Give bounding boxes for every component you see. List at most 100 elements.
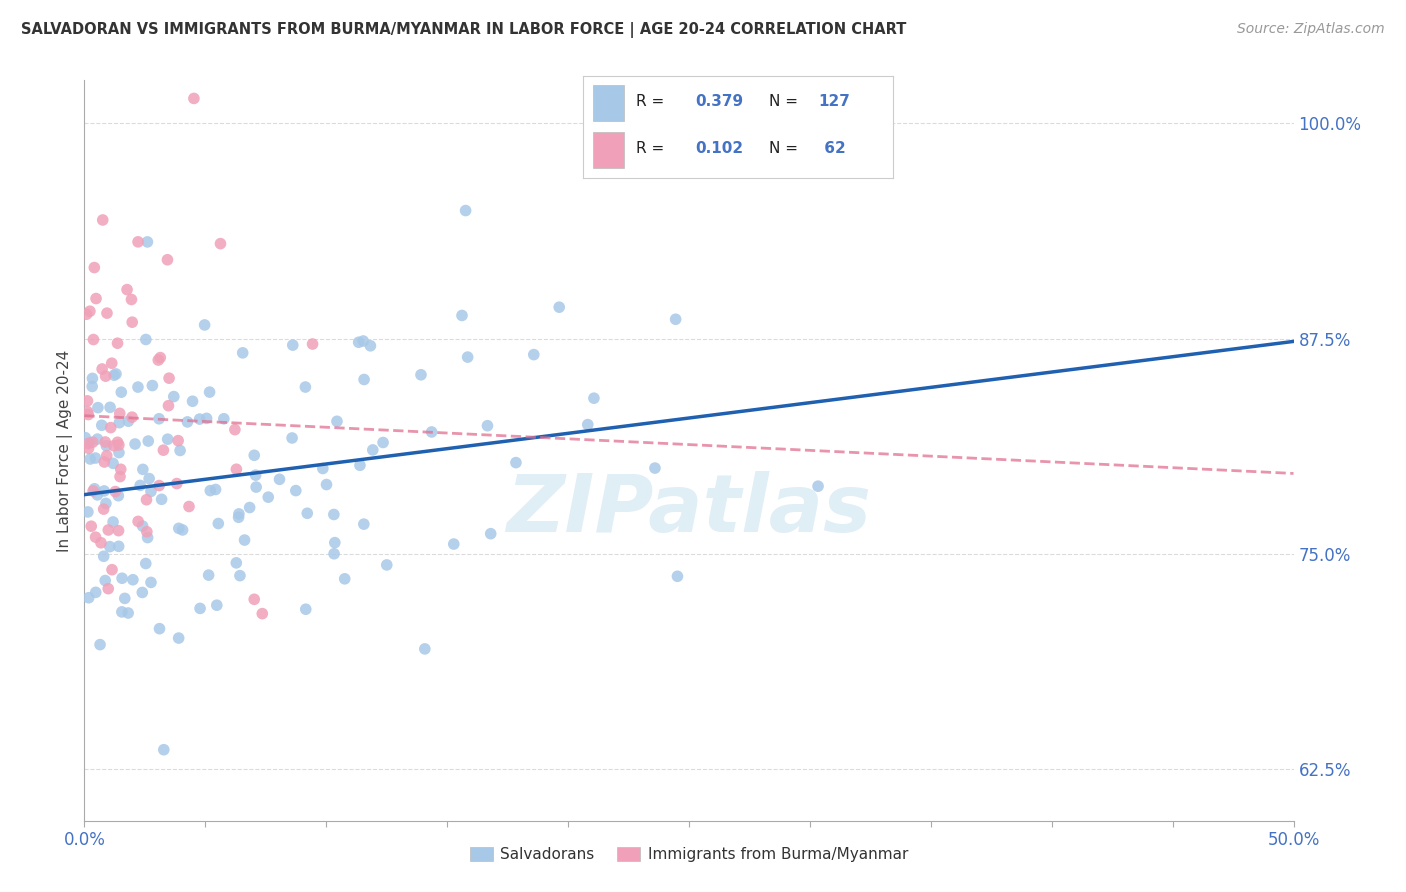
Point [243, 448, 266, 462]
Point [103, 368, 125, 383]
Point [141, 378, 163, 392]
Point [120, 293, 142, 307]
Point [121, 410, 143, 425]
Point [108, 445, 131, 459]
Point [167, 631, 190, 645]
Point [353, 372, 375, 386]
Point [84, 292, 107, 306]
Point [135, 492, 157, 507]
Point [135, 524, 157, 539]
Point [75, 431, 97, 445]
Point [166, 476, 188, 491]
Text: 0.102: 0.102 [695, 141, 742, 155]
Point [326, 414, 349, 428]
Point [76, 404, 98, 418]
Point [127, 380, 149, 394]
Point [169, 443, 191, 458]
Point [195, 411, 218, 425]
Point [131, 585, 153, 599]
Point [87, 401, 110, 415]
Point [204, 483, 226, 497]
Point [107, 489, 129, 503]
Point [91, 362, 114, 376]
Point [212, 411, 235, 425]
Text: Source: ZipAtlas.com: Source: ZipAtlas.com [1237, 22, 1385, 37]
Point [582, 391, 605, 405]
Point [352, 334, 374, 348]
Point [83, 482, 105, 496]
Point [77, 591, 100, 605]
Point [152, 443, 174, 458]
Point [94, 496, 117, 510]
Point [77, 505, 100, 519]
Point [115, 283, 138, 297]
Point [375, 558, 398, 572]
Y-axis label: In Labor Force | Age 20-24: In Labor Force | Age 20-24 [58, 350, 73, 551]
Point [188, 412, 211, 426]
Point [148, 622, 170, 636]
Point [149, 351, 172, 365]
Point [105, 367, 128, 381]
Point [207, 516, 229, 531]
Point [315, 477, 337, 491]
Point [136, 531, 159, 545]
Point [101, 456, 124, 470]
Point [323, 535, 346, 549]
Point [209, 236, 232, 251]
Point [139, 575, 162, 590]
Point [108, 438, 131, 452]
Point [205, 598, 228, 612]
Point [409, 368, 432, 382]
Point [121, 315, 143, 329]
Point [104, 484, 127, 499]
Point [229, 568, 252, 582]
Point [108, 406, 131, 420]
Point [443, 537, 465, 551]
Point [82, 379, 104, 393]
Point [84, 450, 107, 465]
Point [148, 411, 170, 425]
Point [451, 309, 474, 323]
Point [139, 484, 162, 499]
Text: 0.379: 0.379 [695, 95, 742, 110]
Point [281, 338, 304, 352]
Point [644, 461, 666, 475]
Point [90, 418, 112, 433]
Point [347, 335, 370, 350]
Point [96, 439, 118, 453]
Point [82, 435, 104, 450]
Point [94, 574, 117, 588]
FancyBboxPatch shape [593, 85, 624, 121]
Text: 127: 127 [818, 95, 851, 110]
Point [420, 425, 443, 439]
Point [150, 492, 173, 507]
Point [117, 606, 139, 620]
Point [167, 521, 190, 535]
Point [103, 439, 125, 453]
Point [477, 418, 499, 433]
Point [454, 203, 477, 218]
Point [110, 385, 132, 400]
Point [548, 300, 571, 314]
Point [98, 401, 121, 415]
Point [294, 380, 316, 394]
Point [176, 415, 198, 429]
Point [127, 235, 149, 249]
Point [98, 540, 121, 554]
Point [77, 442, 100, 456]
Point [457, 350, 479, 364]
Point [807, 479, 830, 493]
Point [79, 452, 101, 467]
Point [188, 601, 211, 615]
Point [76, 393, 98, 408]
Point [252, 607, 274, 621]
Point [82, 333, 104, 347]
Point [77, 436, 100, 450]
Point [93, 483, 115, 498]
Point [284, 483, 307, 498]
Point [245, 468, 267, 483]
Point [110, 462, 132, 476]
Point [79, 304, 101, 318]
Point [505, 456, 527, 470]
Point [136, 434, 159, 448]
